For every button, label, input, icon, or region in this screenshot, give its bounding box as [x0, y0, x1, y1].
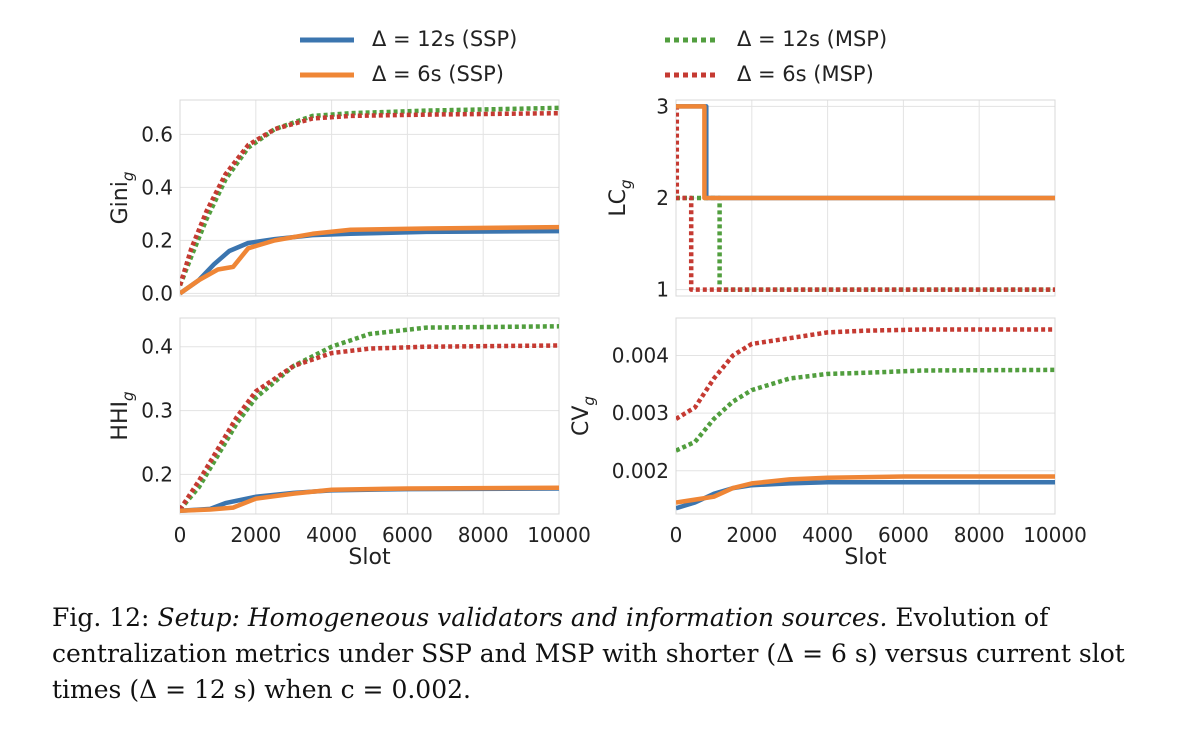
series-line-4: [676, 327, 1055, 421]
x-axis-label: Slot: [348, 545, 391, 570]
y-axis-label-main: HHI: [108, 401, 133, 441]
legend-label: Δ = 6s (MSP): [737, 62, 874, 86]
ytick-label: 0.4: [141, 335, 173, 359]
xtick-label: 10000: [527, 523, 591, 547]
ytick-label: 0.3: [141, 399, 173, 423]
ytick-label: 0.2: [141, 462, 173, 486]
series-line-1: [676, 104, 1055, 201]
chart-panel-4: 0.002 0.003 0.004 0 2000 4000 6000 8000 10000 Slo…: [569, 317, 1087, 570]
y-axis-label-sub: g: [617, 179, 635, 189]
y-axis-label-main: LC: [606, 189, 631, 217]
xtick-label: 2000: [230, 523, 281, 547]
legend-label: Δ = 6s (SSP): [372, 62, 504, 86]
x-axis-label: Slot: [844, 545, 887, 570]
ytick-label: 1: [656, 278, 669, 302]
xtick-label: 8000: [954, 523, 1005, 547]
xtick-label: 6000: [382, 523, 433, 547]
series-line-2: [676, 474, 1055, 505]
y-axis-label: CVg: [569, 396, 598, 436]
y-axis-label: Ginig: [108, 172, 137, 225]
plot-frame: [179, 317, 560, 515]
chart-panel-1: 0.0 0.2 0.4 0.6 Ginig: [108, 99, 560, 305]
legend-label: Δ = 12s (MSP): [737, 27, 887, 51]
ytick-label: 0.003: [612, 401, 669, 425]
caption-prefix: Fig. 12:: [52, 603, 150, 632]
xtick-label: 2000: [726, 523, 777, 547]
legend-label: Δ = 12s (SSP): [372, 27, 517, 51]
xtick-label: 0: [670, 523, 683, 547]
chart-panel-3: 0.2 0.3 0.4 0 2000 4000 6000 8000 10000 Slot HHIg: [108, 317, 591, 570]
ytick-label: 0.002: [612, 459, 669, 483]
series-line-3: [676, 367, 1055, 453]
ytick-label: 0.4: [141, 175, 173, 199]
y-axis-label-sub: g: [119, 391, 137, 401]
xtick-label: 0: [174, 523, 187, 547]
caption-setup: Setup: Homogeneous validators and inform…: [157, 603, 888, 632]
series-line-3: [676, 195, 1055, 292]
y-axis-label: LCg: [606, 179, 635, 216]
xtick-label: 6000: [878, 523, 929, 547]
y-axis-label-sub: g: [580, 396, 598, 406]
legend-item-3: Δ = 12s (MSP): [665, 27, 887, 51]
y-axis-label-main: Gini: [108, 181, 133, 224]
ytick-label: 2: [656, 186, 669, 210]
figure: Δ = 12s (SSP) Δ = 6s (SSP) Δ = 12s (MSP) Δ …: [108, 27, 1087, 570]
xtick-label: 8000: [458, 523, 509, 547]
plot-frame: [675, 317, 1056, 515]
ytick-label: 3: [656, 94, 669, 118]
ytick-label: 0.6: [141, 122, 173, 146]
legend-item-4: Δ = 6s (MSP): [665, 62, 874, 86]
series-line-3: [180, 105, 559, 287]
chart-panel-2: 1 2 3 LCg: [606, 94, 1056, 302]
y-axis-label-main: CV: [569, 406, 594, 436]
series-line-2: [180, 224, 559, 296]
series-line-1: [180, 228, 559, 296]
xtick-label: 10000: [1023, 523, 1087, 547]
legend-item-1: Δ = 12s (SSP): [300, 27, 517, 51]
ytick-label: 0.2: [141, 228, 173, 252]
series-line-2: [180, 485, 559, 514]
xtick-label: 4000: [306, 523, 357, 547]
y-axis-label-sub: g: [119, 172, 137, 182]
legend: Δ = 12s (SSP) Δ = 6s (SSP) Δ = 12s (MSP) Δ …: [300, 27, 887, 86]
ytick-label: 0.0: [141, 281, 173, 305]
figure-caption: Fig. 12: Setup: Homogeneous validators a…: [52, 600, 1162, 708]
series-line-3: [180, 324, 559, 511]
series-line-4: [180, 343, 559, 511]
plot-frame: [179, 99, 560, 297]
caption-text: Evolution of centralization metrics unde…: [52, 603, 1125, 704]
ytick-label: 0.004: [612, 343, 669, 367]
series-line-4: [180, 110, 559, 287]
xtick-label: 4000: [802, 523, 853, 547]
legend-item-2: Δ = 6s (SSP): [300, 62, 504, 86]
y-axis-label: HHIg: [108, 391, 137, 440]
series-line-2: [676, 104, 1055, 201]
